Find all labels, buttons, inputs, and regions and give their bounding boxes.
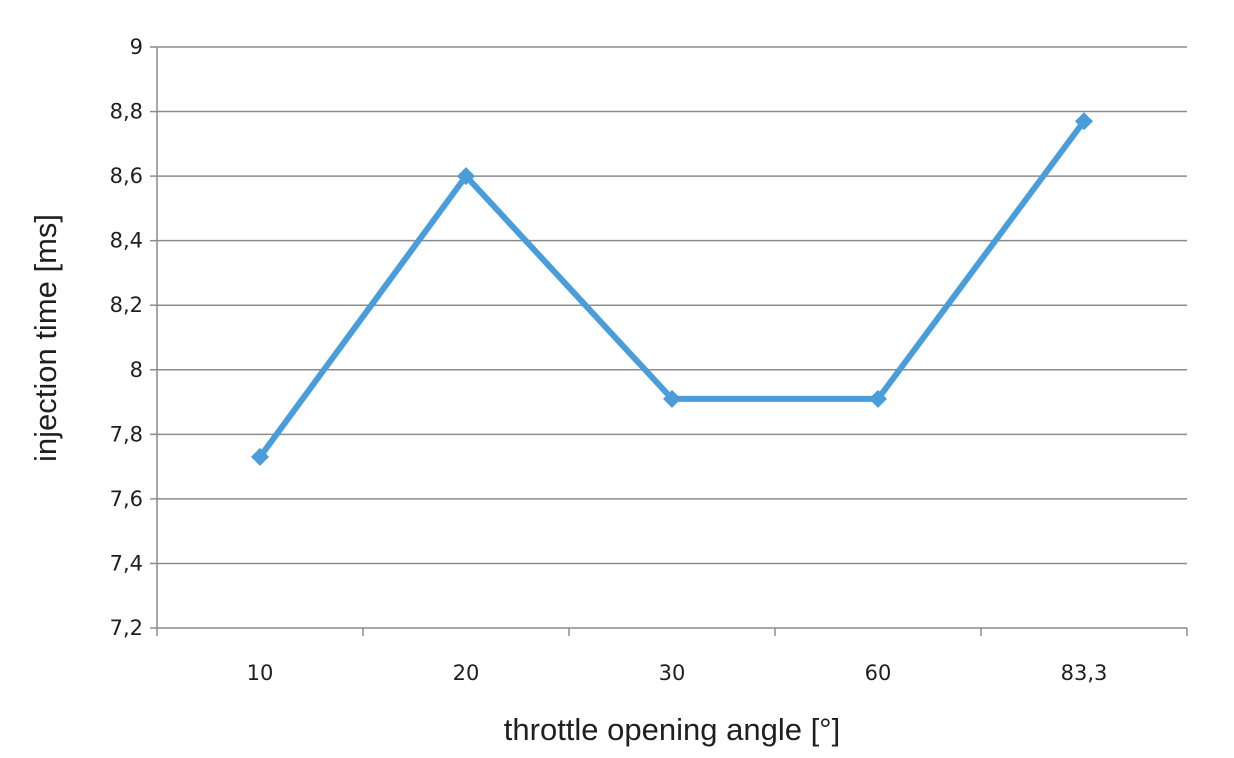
y-axis-title: injection time [ms] xyxy=(28,214,63,462)
y-tick-label: 8 xyxy=(130,358,143,382)
y-tick-label: 8,6 xyxy=(110,164,143,188)
y-tick-label: 7,4 xyxy=(110,551,143,575)
x-tick-label: 20 xyxy=(453,661,480,685)
y-tick-label: 7,6 xyxy=(110,487,143,511)
y-tick-label: 8,2 xyxy=(110,293,143,317)
axes xyxy=(150,46,1188,636)
series xyxy=(251,112,1093,466)
y-tick-label: 8,8 xyxy=(110,100,143,124)
data-point xyxy=(663,389,681,408)
x-tick-label: 83,3 xyxy=(1061,661,1108,685)
y-tick-label: 7,8 xyxy=(110,422,143,446)
y-tick-label: 7,2 xyxy=(110,616,143,640)
x-axis-title: throttle opening angle [°] xyxy=(504,712,840,747)
x-tick-label: 30 xyxy=(659,661,686,685)
y-tick-labels: 7,2 7,4 7,6 7,8 8 8,2 8,4 8,6 8,8 9 xyxy=(110,35,143,640)
data-point xyxy=(1075,112,1093,131)
gridlines xyxy=(157,46,1187,565)
data-point xyxy=(251,447,269,466)
data-point xyxy=(457,167,475,186)
data-point xyxy=(869,389,887,408)
y-tick-label: 9 xyxy=(130,35,143,59)
x-tick-label: 60 xyxy=(865,661,892,685)
x-tick-label: 10 xyxy=(247,661,274,685)
x-tick-labels: 10 20 30 60 83,3 xyxy=(247,661,1108,685)
y-tick-label: 8,4 xyxy=(110,229,143,253)
